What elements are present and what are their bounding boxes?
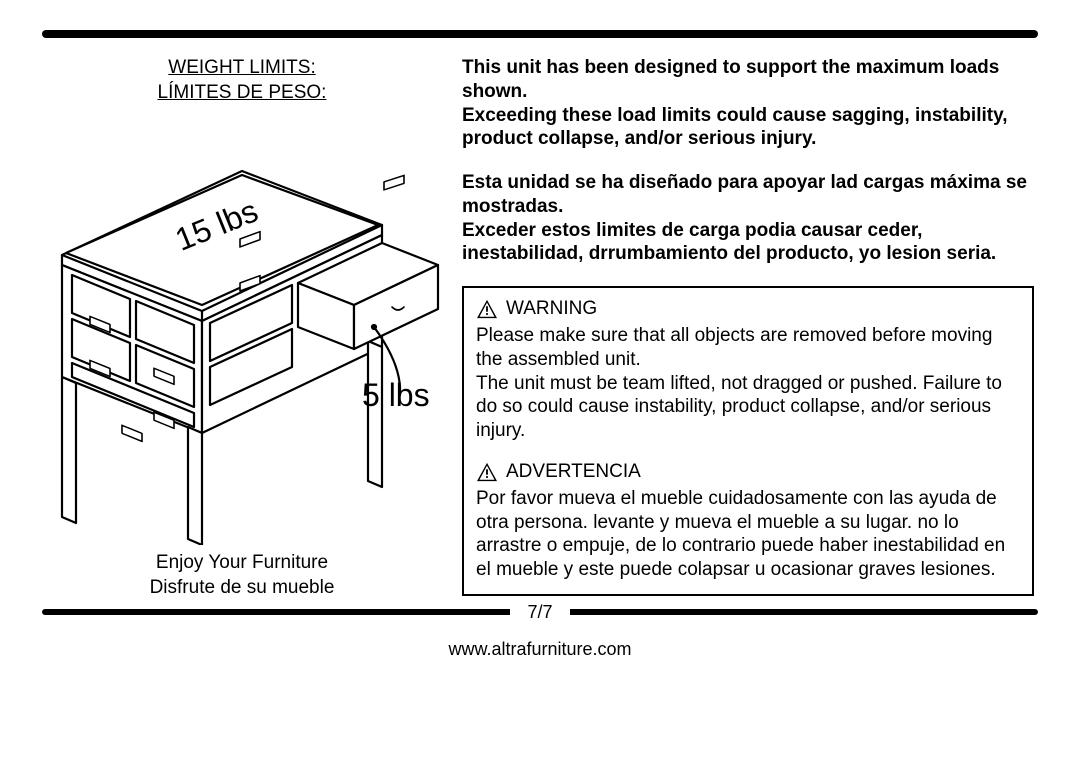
enjoy-en: Enjoy Your Furniture <box>42 551 442 576</box>
warning-icon <box>476 462 498 482</box>
warning-heading-en: WARNING <box>476 298 1020 320</box>
body-en-p1: This unit has been designed to support t… <box>462 57 999 102</box>
page-number: 7/7 <box>519 601 560 624</box>
right-column: This unit has been designed to support t… <box>462 56 1038 601</box>
heading-es: LÍMITES DE PESO: <box>42 81 442 106</box>
body-en-p2: Exceeding these load limits could cause … <box>462 105 1008 150</box>
body-es-p2: Exceder estos limites de carga podia cau… <box>462 220 996 265</box>
warning-heading-es: ADVERTENCIA <box>476 461 1020 483</box>
footer-url: www.altrafurniture.com <box>448 639 631 659</box>
left-column: WEIGHT LIMITS: LÍMITES DE PESO: <box>42 56 442 601</box>
body-es: Esta unidad se ha diseñado para apoyar l… <box>462 171 1034 266</box>
enjoy-block: Enjoy Your Furniture Disfrute de su mueb… <box>42 551 442 600</box>
warning-title-es: ADVERTENCIA <box>506 461 641 483</box>
page: WEIGHT LIMITS: LÍMITES DE PESO: <box>0 0 1080 763</box>
warning-icon <box>476 299 498 319</box>
footer: 7/7 www.altrafurniture.com <box>42 615 1038 662</box>
drawer-weight-label: 5 lbs <box>362 377 430 414</box>
enjoy-es: Disfrute de su mueble <box>42 576 442 601</box>
warning-text-es: Por favor mueva el mueble cuidadosamente… <box>476 487 1020 582</box>
furniture-illustration: 15 lbs 5 lbs <box>42 115 442 545</box>
content-row: WEIGHT LIMITS: LÍMITES DE PESO: <box>42 56 1038 601</box>
warning-box: WARNING Please make sure that all object… <box>462 286 1034 596</box>
body-es-p1: Esta unidad se ha diseñado para apoyar l… <box>462 172 1027 217</box>
warning-text-en: Please make sure that all objects are re… <box>476 324 1020 443</box>
warning-title-en: WARNING <box>506 298 597 320</box>
furniture-svg <box>42 115 442 545</box>
heading-block: WEIGHT LIMITS: LÍMITES DE PESO: <box>42 56 442 105</box>
top-rule <box>42 30 1038 38</box>
heading-en: WEIGHT LIMITS: <box>42 56 442 81</box>
body-en: This unit has been designed to support t… <box>462 56 1034 151</box>
